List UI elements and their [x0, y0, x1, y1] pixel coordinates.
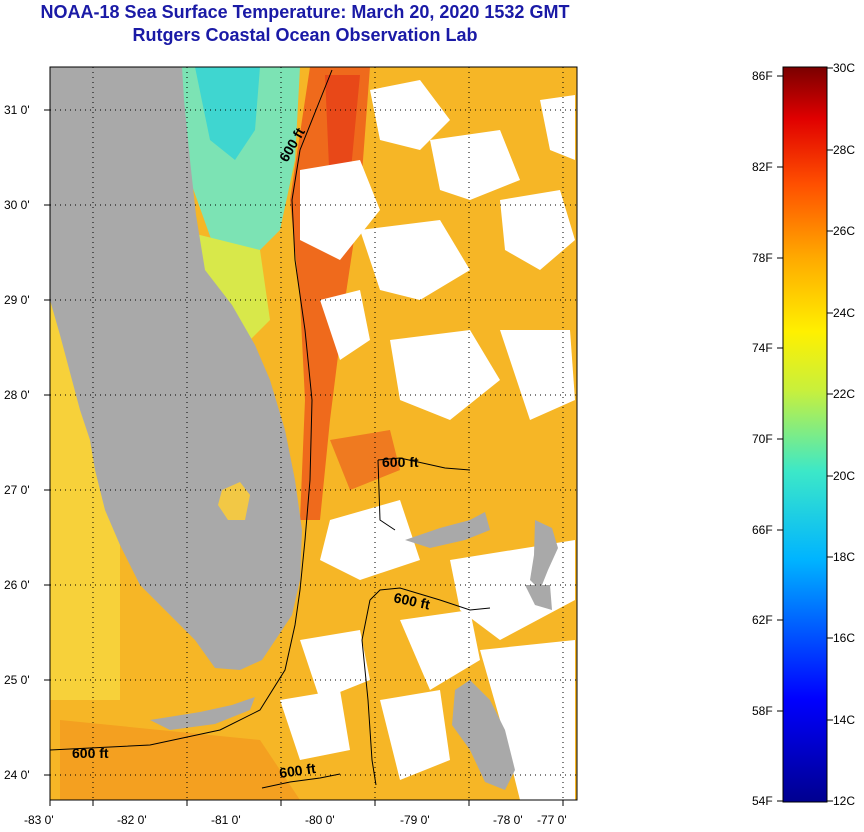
lat-tick-label: 28 0' [4, 388, 30, 402]
lon-tick-label: -79 0' [400, 813, 430, 827]
eleuthera-land [525, 585, 552, 610]
lat-tick-label: 26 0' [4, 578, 30, 592]
map-border [49, 66, 578, 801]
colorbar-label-f: 86F [752, 69, 773, 83]
colorbar-label-f: 78F [752, 251, 773, 265]
colorbar-label-c: 20C [833, 469, 855, 483]
grand-bahama-land [405, 512, 490, 548]
map-title: NOAA-18 Sea Surface Temperature: March 2… [40, 2, 570, 22]
lon-tick-label: -80 0' [305, 813, 335, 827]
sst-field [50, 67, 577, 800]
lon-tick-label: -83 0' [24, 813, 54, 827]
colorbar-label-c: 30C [833, 61, 855, 75]
contour-lines [49, 69, 491, 789]
map-subtitle: Rutgers Coastal Ocean Observation Lab [132, 25, 478, 45]
lat-tick-label: 24 0' [4, 768, 30, 782]
colorbar-label-c: 16C [833, 631, 855, 645]
andros-land [452, 680, 515, 790]
lat-tick-label: 25 0' [4, 673, 30, 687]
lat-tick-label: 31 0' [4, 103, 30, 117]
lon-tick-label: -78 0' [493, 813, 523, 827]
colorbar-label-f: 70F [752, 432, 773, 446]
colorbar [782, 66, 828, 803]
colorbar-label-c: 12C [833, 794, 855, 808]
contour-label-600ft-south: 600 ft [278, 760, 317, 781]
colorbar-label-c: 22C [833, 387, 855, 401]
contour-label-600ft-bimini: 600 ft [392, 589, 431, 612]
colorbar-label-c: 24C [833, 306, 855, 320]
colorbar-label-f: 74F [752, 341, 773, 355]
lon-tick-label: -82 0' [117, 813, 147, 827]
colorbar-label-f: 54F [752, 794, 773, 808]
contour-label-600ft-grand-bahama: 600 ft [382, 454, 419, 470]
abaco-land [530, 520, 558, 590]
contour-label-600ft-keys: 600 ft [72, 745, 109, 761]
lat-tick-label: 30 0' [4, 198, 30, 212]
colorbar-label-c: 26C [833, 224, 855, 238]
colorbar-ticks [777, 67, 833, 802]
colorbar-label-c: 28C [833, 143, 855, 157]
lat-tick-label: 29 0' [4, 293, 30, 307]
lat-tick-label: 27 0' [4, 483, 30, 497]
colorbar-label-f: 58F [752, 704, 773, 718]
colorbar-label-f: 66F [752, 523, 773, 537]
florida-keys [150, 697, 255, 730]
colorbar-label-f: 82F [752, 160, 773, 174]
lake-okeechobee [218, 482, 250, 520]
graticule [50, 67, 577, 800]
lon-tick-label: -77 0' [537, 813, 567, 827]
colorbar-label-c: 14C [833, 713, 855, 727]
lon-tick-label: -81 0' [211, 813, 241, 827]
axis-ticks [44, 109, 564, 806]
colorbar-label-f: 62F [752, 613, 773, 627]
colorbar-label-c: 18C [833, 550, 855, 564]
